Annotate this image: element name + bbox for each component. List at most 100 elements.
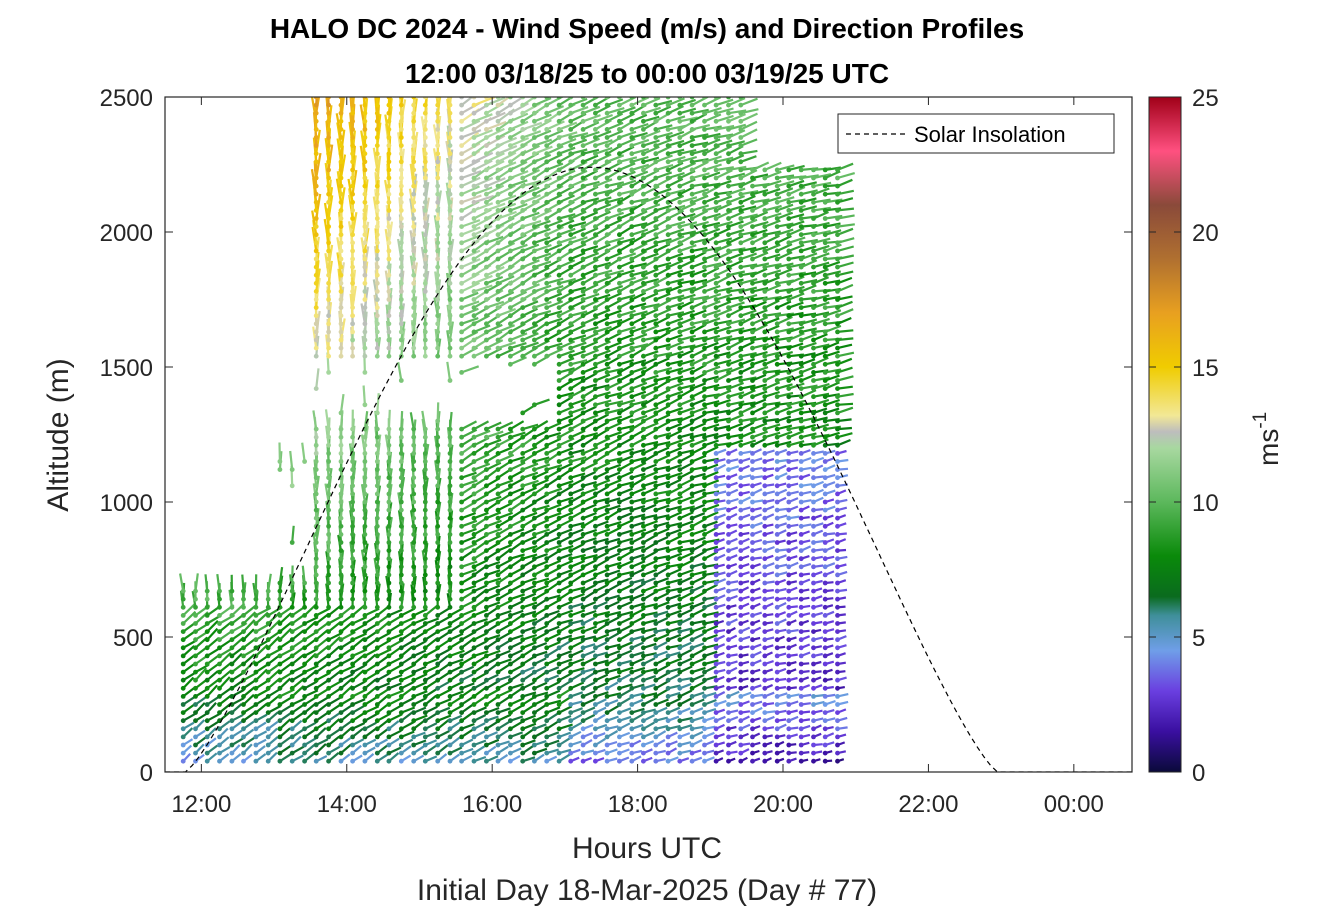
wind-barb-tip [556,637,562,643]
wind-barb-tip [544,653,550,659]
wind-barb [509,469,525,479]
wind-barb-tip [398,224,404,230]
wind-barb-tip [217,604,222,610]
wind-barb-tip [411,548,417,553]
wind-barb-tip [180,758,186,764]
wind-barb-tip [350,572,355,578]
wind-barb [432,148,439,171]
wind-barb-tip [641,256,646,262]
wind-barb-tip [520,426,526,432]
wind-barb-tip [459,345,464,351]
wind-barb-tip [617,540,622,545]
wind-barb-tip [447,118,453,124]
wind-barb [413,608,428,617]
wind-barb-tip [520,572,526,578]
wind-barb-tip [350,313,355,319]
wind-barb-tip [447,167,453,173]
wind-barb [485,323,503,333]
wind-barb-tip [568,523,574,529]
wind-barb-tip [604,313,610,319]
wind-barb-tip [422,572,428,578]
wind-barb-tip [459,208,464,213]
wind-barb-tip [229,596,235,602]
wind-barb-tip [386,604,392,610]
wind-barb-tip [398,572,404,578]
wind-barb-tip [580,329,586,335]
wind-barb-tip [593,191,598,197]
wind-barb-tip [641,532,646,537]
wind-barb-tip [532,653,537,659]
wind-barb-tip [484,199,489,205]
wind-barb-tip [326,677,331,683]
wind-barb-tip [508,734,513,740]
wind-barb-tip [398,645,404,651]
wind-barb-tip [326,653,331,659]
wind-barb-tip [326,669,331,675]
wind-barb-tip [471,491,477,497]
wind-barb-tip [568,280,574,286]
wind-barb-tip [532,232,537,238]
wind-barb-tip [447,280,453,286]
wind-barb-tip [604,426,610,432]
wind-barb-tip [374,151,380,157]
wind-barb-tip [374,183,380,189]
wind-barb-tip [604,264,610,270]
wind-barb-tip [471,467,477,472]
wind-barb-tip [617,280,622,286]
wind-barb-tip [313,726,319,732]
wind-barb-tip [568,467,574,472]
wind-barb-tip [495,264,501,270]
wind-barb-tip [204,629,210,634]
wind-barb-tip [253,734,259,740]
wind-barb [413,681,428,690]
wind-barb-tip [277,637,283,643]
wind-barb-tip [326,750,331,756]
wind-barb-tip [350,540,355,545]
wind-barb-tip [484,272,489,278]
wind-barb [534,504,550,512]
wind-barb-tip [326,321,331,327]
wind-barb-tip [422,677,428,683]
wind-barb-tip [544,718,550,724]
wind-barb-tip [580,394,586,400]
wind-barb-tip [604,143,610,149]
wind-barb-tip [277,613,283,618]
wind-barb-tip [422,685,428,691]
wind-barb-tip [459,199,464,205]
wind-barb [351,169,358,195]
wind-barb-tip [653,758,659,764]
wind-barb-tip [520,580,526,586]
wind-barb-tip [241,710,246,715]
wind-barb-tip [411,604,417,610]
wind-barb-tip [435,135,441,140]
wind-barb-tip [302,580,307,586]
wind-barb [461,511,477,520]
wind-barb-tip [253,588,259,594]
wind-barb-tip [229,661,235,667]
wind-barb-tip [568,410,574,416]
wind-barb [301,565,306,584]
wind-barb-tip [422,353,428,359]
wind-barb-tip [326,515,331,521]
wind-barb [486,275,504,285]
wind-barb-tip [411,337,417,343]
wind-barb-tip [617,370,622,375]
wind-barb-tip [411,661,417,667]
wind-barb-tip [313,305,319,310]
wind-barb-tip [593,386,598,391]
wind-barb-tip [411,183,417,189]
wind-barb-tip [253,742,259,748]
wind-barb-tip [326,718,331,724]
wind-barb [461,542,478,552]
wind-barb-tip [313,702,319,707]
wind-barb [509,477,524,487]
wind-barb-tip [435,661,441,667]
wind-barb-tip [471,564,477,570]
wind-barb-tip [593,451,598,456]
wind-barb-tip [580,580,586,586]
wind-barb-tip [350,345,355,351]
wind-barb-tip [326,564,331,570]
wind-barb-tip [556,402,562,408]
wind-barb-tip [422,289,428,294]
wind-barb-tip [593,645,598,651]
